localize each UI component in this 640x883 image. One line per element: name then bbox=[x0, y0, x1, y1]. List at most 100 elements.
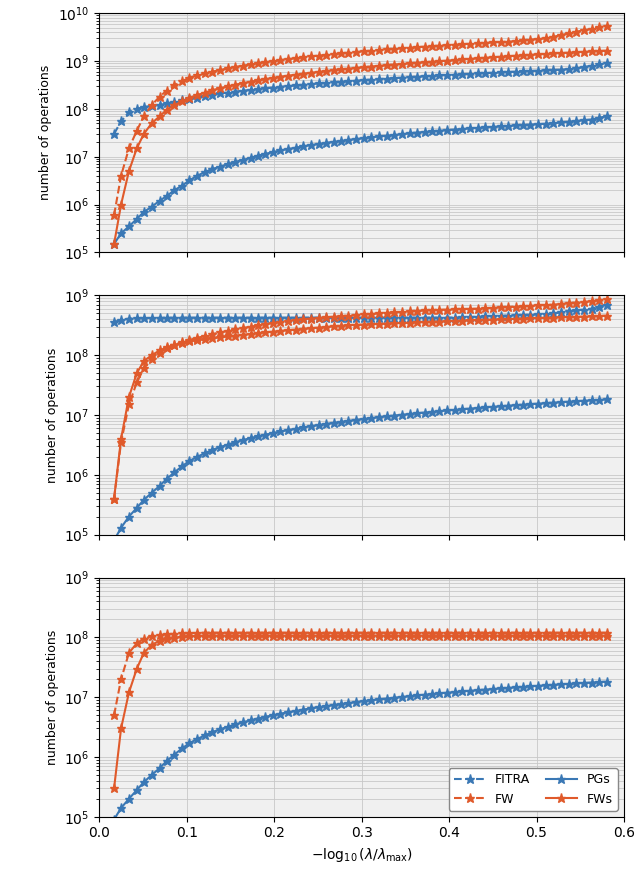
Legend: FITRA, FW, PGs, FWs: FITRA, FW, PGs, FWs bbox=[449, 768, 618, 811]
FITRA bbox=[239, 563, 246, 574]
FW bbox=[110, 710, 118, 721]
PGs bbox=[565, 679, 573, 690]
PGs bbox=[231, 437, 239, 448]
FWs bbox=[148, 639, 156, 650]
FITRA bbox=[504, 563, 511, 574]
FW bbox=[231, 62, 239, 72]
PGs bbox=[603, 676, 611, 687]
FITRA bbox=[603, 563, 611, 574]
Line: FWs: FWs bbox=[109, 46, 611, 248]
FWs bbox=[269, 630, 277, 641]
FW bbox=[330, 628, 337, 638]
FWs bbox=[262, 327, 269, 337]
PGs bbox=[262, 148, 269, 159]
FWs bbox=[110, 238, 118, 249]
FW bbox=[497, 37, 504, 48]
FITRA bbox=[322, 78, 330, 88]
FITRA bbox=[156, 563, 163, 574]
FW bbox=[239, 628, 246, 638]
FITRA bbox=[262, 313, 269, 323]
PGs bbox=[497, 683, 504, 694]
FWs bbox=[572, 630, 580, 641]
FITRA bbox=[110, 568, 118, 578]
FITRA bbox=[497, 67, 504, 78]
FW bbox=[322, 312, 330, 322]
FITRA bbox=[497, 311, 504, 321]
Line: FW: FW bbox=[109, 21, 611, 220]
Line: FW: FW bbox=[109, 628, 611, 720]
PGs bbox=[186, 456, 193, 466]
FITRA bbox=[603, 58, 611, 69]
PGs bbox=[603, 111, 611, 122]
FWs bbox=[201, 630, 209, 641]
FW bbox=[231, 324, 239, 335]
PGs bbox=[186, 175, 193, 185]
PGs bbox=[603, 394, 611, 404]
FWs bbox=[565, 312, 573, 322]
Line: FITRA: FITRA bbox=[109, 564, 611, 577]
FW bbox=[262, 319, 269, 329]
FWs bbox=[110, 783, 118, 794]
FWs bbox=[504, 630, 511, 641]
FWs bbox=[262, 74, 269, 85]
FWs bbox=[603, 45, 611, 56]
FW bbox=[186, 72, 193, 83]
FWs bbox=[186, 93, 193, 103]
FW bbox=[262, 57, 269, 67]
PGs bbox=[322, 419, 330, 429]
FW bbox=[148, 630, 156, 641]
FW bbox=[497, 302, 504, 313]
FWs bbox=[603, 310, 611, 321]
PGs bbox=[322, 138, 330, 148]
FITRA bbox=[186, 94, 193, 104]
FW bbox=[565, 28, 573, 39]
Line: PGs: PGs bbox=[109, 112, 611, 248]
FW bbox=[269, 628, 277, 638]
Line: FITRA: FITRA bbox=[109, 59, 611, 139]
PGs bbox=[110, 814, 118, 825]
FITRA bbox=[565, 64, 573, 74]
FWs bbox=[565, 48, 573, 58]
FITRA bbox=[330, 563, 337, 574]
X-axis label: $-\log_{10}(\lambda/\lambda_{\max})$: $-\log_{10}(\lambda/\lambda_{\max})$ bbox=[310, 846, 413, 864]
FITRA bbox=[231, 313, 239, 323]
FITRA bbox=[603, 299, 611, 310]
PGs bbox=[497, 121, 504, 132]
FW bbox=[603, 628, 611, 638]
PGs bbox=[110, 238, 118, 249]
FITRA bbox=[231, 87, 239, 97]
FITRA bbox=[148, 563, 156, 574]
FWs bbox=[231, 330, 239, 341]
PGs bbox=[565, 396, 573, 407]
FWs bbox=[603, 630, 611, 641]
FITRA bbox=[322, 313, 330, 323]
FWs bbox=[497, 314, 504, 325]
Line: FWs: FWs bbox=[109, 311, 611, 503]
PGs bbox=[322, 701, 330, 712]
PGs bbox=[186, 738, 193, 749]
Line: PGs: PGs bbox=[109, 395, 611, 545]
Y-axis label: number of operations: number of operations bbox=[40, 65, 52, 200]
Line: PGs: PGs bbox=[109, 677, 611, 824]
FW bbox=[603, 20, 611, 31]
FW bbox=[110, 210, 118, 221]
FWs bbox=[322, 65, 330, 76]
FW bbox=[572, 628, 580, 638]
FITRA bbox=[269, 563, 277, 574]
FWs bbox=[186, 336, 193, 347]
PGs bbox=[231, 719, 239, 729]
PGs bbox=[110, 535, 118, 546]
FITRA bbox=[186, 313, 193, 323]
FITRA bbox=[110, 129, 118, 140]
FW bbox=[603, 294, 611, 305]
FWs bbox=[110, 494, 118, 504]
FW bbox=[504, 628, 511, 638]
FWs bbox=[239, 630, 246, 641]
FWs bbox=[497, 51, 504, 62]
FWs bbox=[322, 321, 330, 332]
FW bbox=[186, 335, 193, 345]
FITRA bbox=[262, 83, 269, 94]
FW bbox=[565, 298, 573, 308]
FWs bbox=[231, 79, 239, 90]
FWs bbox=[330, 630, 337, 641]
